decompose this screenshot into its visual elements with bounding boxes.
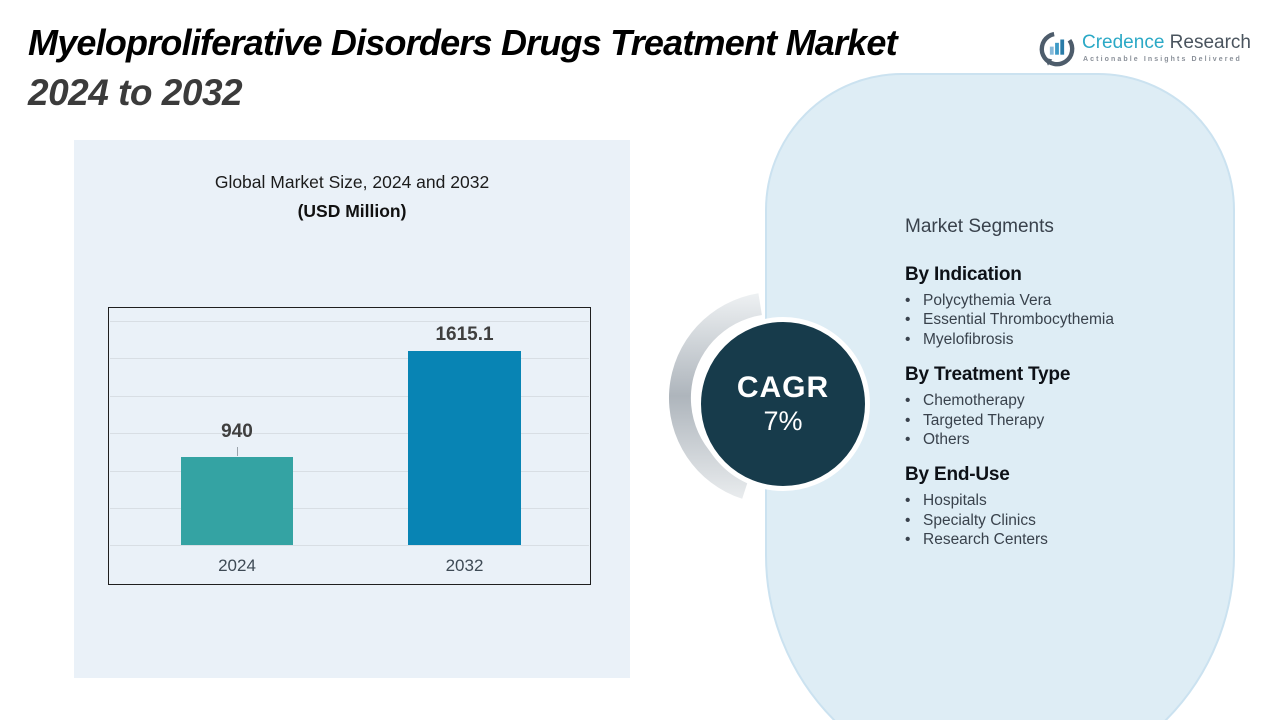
segment-list: • Chemotherapy • Targeted Therapy • Others (905, 391, 1225, 449)
segment-heading: By End-Use (905, 464, 1010, 486)
cagr-label: CAGR (736, 371, 830, 404)
segment-section-treatment-type: By Treatment Type • Chemotherapy • Targete… (905, 364, 1225, 449)
segment-item-label: Others (923, 431, 970, 449)
page-title-years: 2024 to 2032 (28, 72, 243, 113)
gridline (110, 395, 589, 397)
gridline (110, 358, 589, 360)
cagr-value: 7% (763, 406, 803, 436)
segment-list: • Hospitals • Specialty Clinics • Research … (905, 491, 1225, 549)
cagr-crescent-arc (668, 293, 762, 499)
list-item: • Targeted Therapy (905, 411, 1225, 430)
gridline (110, 508, 589, 509)
gridline (110, 545, 589, 547)
list-item: • Others (905, 430, 1225, 449)
gridline (110, 321, 589, 322)
segment-section-end-use: By End-Use • Hospitals • Specialty Clinics… (905, 464, 1225, 549)
bullet-icon: • (905, 511, 911, 529)
bullet-icon: • (905, 411, 911, 429)
list-item: • Research Centers (905, 530, 1225, 549)
logo-word-research: Research (1169, 32, 1251, 53)
gridline (110, 433, 589, 435)
bar-chart-speech-bubble-icon (1039, 31, 1075, 67)
bullet-icon: • (905, 531, 911, 549)
bullet-icon: • (905, 292, 911, 309)
logo-word-credence: Credence (1082, 32, 1165, 53)
credence-research-logo: Credence Research Actionable Insights De… (1038, 29, 1253, 75)
segment-item-label: Myelofibrosis (923, 330, 1014, 348)
bar-value-label: 1615.1 (435, 324, 494, 346)
bullet-icon: • (905, 311, 911, 329)
segment-item-label: Hospitals (923, 492, 987, 510)
page-title: Myeloproliferative Disorders Drugs Treat… (28, 22, 898, 63)
segment-item-label: Chemotherapy (923, 392, 1025, 410)
bar-2032 (408, 351, 521, 546)
market-segments-content: Market Segments By Indication • Polycythe… (905, 216, 1225, 565)
list-item: • Specialty Clinics (905, 511, 1225, 530)
segment-item-label: Essential Thrombocythemia (923, 311, 1114, 329)
bullet-icon: • (905, 492, 911, 510)
bar-value-label: 940 (221, 421, 253, 443)
segment-item-label: Targeted Therapy (923, 411, 1045, 429)
segment-item-label: Specialty Clinics (923, 511, 1036, 529)
list-item: • Hospitals (905, 491, 1225, 510)
bullet-icon: • (905, 392, 911, 410)
chart-title: Global Market Size, 2024 and 2032 (214, 172, 490, 192)
segment-item-label: Research Centers (923, 531, 1048, 549)
segment-heading: By Indication (905, 264, 1022, 285)
plot-area: 940 2024 1615.1 2032 (108, 307, 591, 585)
bullet-icon: • (905, 431, 911, 449)
logo-wordmark: Credence Research (1082, 32, 1251, 54)
x-axis-label: 2032 (445, 556, 484, 575)
market-size-chart-card: Global Market Size, 2024 and 2032 (USD M… (74, 140, 630, 678)
label-leader-tick (237, 447, 238, 457)
list-item: • Essential Thrombocythemia (905, 310, 1225, 329)
segment-section-indication: By Indication • Polycythemia Vera • Essent… (905, 264, 1225, 349)
bar-2024 (181, 457, 293, 546)
logo-tagline: Actionable Insights Delivered (1083, 56, 1242, 63)
bullet-icon: • (905, 330, 911, 348)
segment-list: • Polycythemia Vera • Essential Thrombocyt… (905, 291, 1225, 349)
gridline (110, 470, 589, 472)
x-axis-label: 2024 (218, 556, 256, 575)
cagr-badge: CAGR 7% (696, 317, 870, 491)
segment-heading: By Treatment Type (905, 364, 1071, 386)
chart-subtitle: (USD Million) (297, 201, 407, 221)
list-item: • Polycythemia Vera (905, 291, 1225, 310)
list-item: • Chemotherapy (905, 391, 1225, 410)
segment-item-label: Polycythemia Vera (923, 292, 1052, 309)
list-item: • Myelofibrosis (905, 330, 1225, 349)
segments-title: Market Segments (905, 216, 1054, 237)
